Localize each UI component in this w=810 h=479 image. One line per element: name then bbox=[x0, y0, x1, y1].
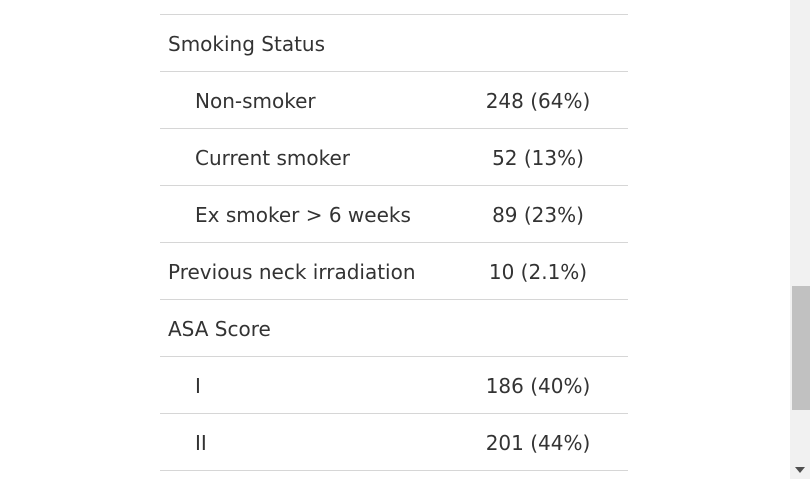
table-row: II 201 (44%) bbox=[160, 414, 628, 471]
row-value bbox=[458, 15, 618, 71]
table-row: Current smoker 52 (13%) bbox=[160, 129, 628, 186]
row-label: Current smoker bbox=[195, 146, 351, 170]
scrollbar-thumb[interactable] bbox=[792, 286, 810, 410]
row-value: 52 (13%) bbox=[492, 146, 584, 170]
table-row: Non-smoker 248 (64%) bbox=[160, 72, 628, 129]
table-row: Smoking Status bbox=[160, 15, 628, 72]
table-row-partial bbox=[160, 0, 628, 15]
row-value: 186 (40%) bbox=[485, 374, 591, 398]
vertical-scrollbar[interactable] bbox=[790, 0, 810, 479]
table-row: I 186 (40%) bbox=[160, 357, 628, 414]
chevron-down-icon[interactable] bbox=[795, 467, 805, 473]
row-label: Non-smoker bbox=[195, 89, 316, 113]
row-label: I bbox=[195, 374, 201, 398]
row-label: Smoking Status bbox=[168, 32, 326, 56]
summary-table: Smoking Status Non-smoker 248 (64%) Curr… bbox=[160, 0, 628, 471]
row-value: 201 (44%) bbox=[485, 431, 591, 455]
row-label: Ex smoker > 6 weeks bbox=[195, 203, 411, 227]
row-value: 10 (2.1%) bbox=[488, 260, 588, 284]
row-label: Previous neck irradiation bbox=[168, 260, 416, 284]
row-value bbox=[458, 300, 618, 356]
row-value: 89 (23%) bbox=[492, 203, 584, 227]
table-row: Previous neck irradiation 10 (2.1%) bbox=[160, 243, 628, 300]
table-row: ASA Score bbox=[160, 300, 628, 357]
row-label: ASA Score bbox=[168, 317, 271, 341]
table-row: Ex smoker > 6 weeks 89 (23%) bbox=[160, 186, 628, 243]
row-label: II bbox=[195, 431, 207, 455]
row-value: 248 (64%) bbox=[485, 89, 591, 113]
